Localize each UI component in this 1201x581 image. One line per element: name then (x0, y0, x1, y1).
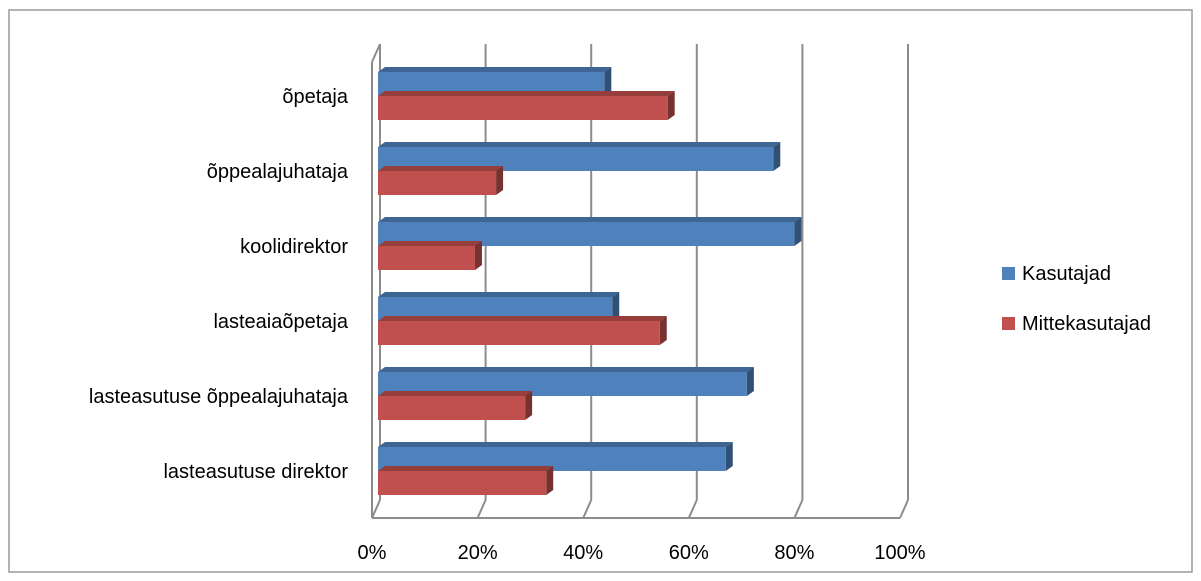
gridline-floor (793, 499, 804, 519)
bar-top (378, 466, 554, 471)
bar-end (525, 391, 533, 420)
bar (378, 96, 668, 120)
bar-end (773, 142, 781, 171)
bar (378, 396, 526, 420)
legend-swatch (1002, 317, 1015, 330)
bar-end (659, 316, 667, 345)
x-tick-label: 80% (774, 542, 814, 564)
category-label: lasteasutuse õppealajuhataja (89, 386, 349, 408)
bar-end (725, 442, 733, 471)
x-tick-label: 40% (563, 542, 603, 564)
x-tick-label: 20% (458, 542, 498, 564)
bar-end (546, 466, 554, 495)
bar (378, 246, 475, 270)
bars (378, 67, 802, 495)
legend-swatch (1002, 267, 1015, 280)
bar-top (378, 166, 504, 171)
x-tick-label: 0% (358, 542, 387, 564)
legend: Kasutajad Mittekasutajad (1002, 263, 1151, 335)
gridline-floor (371, 499, 381, 519)
bar (378, 171, 497, 195)
x-tick-label: 60% (669, 542, 709, 564)
bar-top (378, 142, 781, 147)
gridline-floor (582, 499, 593, 519)
gridline-floor (476, 499, 487, 519)
gridline-floor (899, 499, 909, 519)
bar-top (378, 367, 754, 372)
bar-end (474, 241, 482, 270)
bar-top (378, 241, 482, 246)
bar (378, 471, 547, 495)
bar-end (604, 67, 612, 96)
gridline-floor (687, 499, 698, 519)
bar-top (378, 391, 533, 396)
bar-top (378, 217, 802, 222)
legend-label: Mittekasutajad (1022, 313, 1151, 335)
category-labels: õpetaja õppealajuhataja koolidirektor laste… (89, 86, 349, 483)
x-tick-labels: 0% 20% 40% 60% 80% 100% (358, 542, 926, 564)
bar-top (378, 292, 620, 297)
axis-wall-top (371, 43, 381, 63)
legend-label: Kasutajad (1022, 263, 1111, 285)
bar-end (667, 91, 675, 120)
category-label: õpetaja (282, 86, 348, 108)
bar-end (496, 166, 504, 195)
bar-end (794, 217, 802, 246)
category-label: lasteasutuse direktor (163, 461, 348, 483)
bar-top (378, 67, 612, 72)
bar-top (378, 442, 733, 447)
category-label: koolidirektor (240, 236, 348, 258)
bar-end (746, 367, 754, 396)
category-label: lasteaiaõpetaja (213, 311, 348, 333)
category-label: õppealajuhataja (207, 161, 349, 183)
bar-top (378, 316, 667, 321)
bar (378, 321, 660, 345)
bar-end (612, 292, 620, 321)
bar-top (378, 91, 675, 96)
x-tick-label: 100% (874, 542, 925, 564)
